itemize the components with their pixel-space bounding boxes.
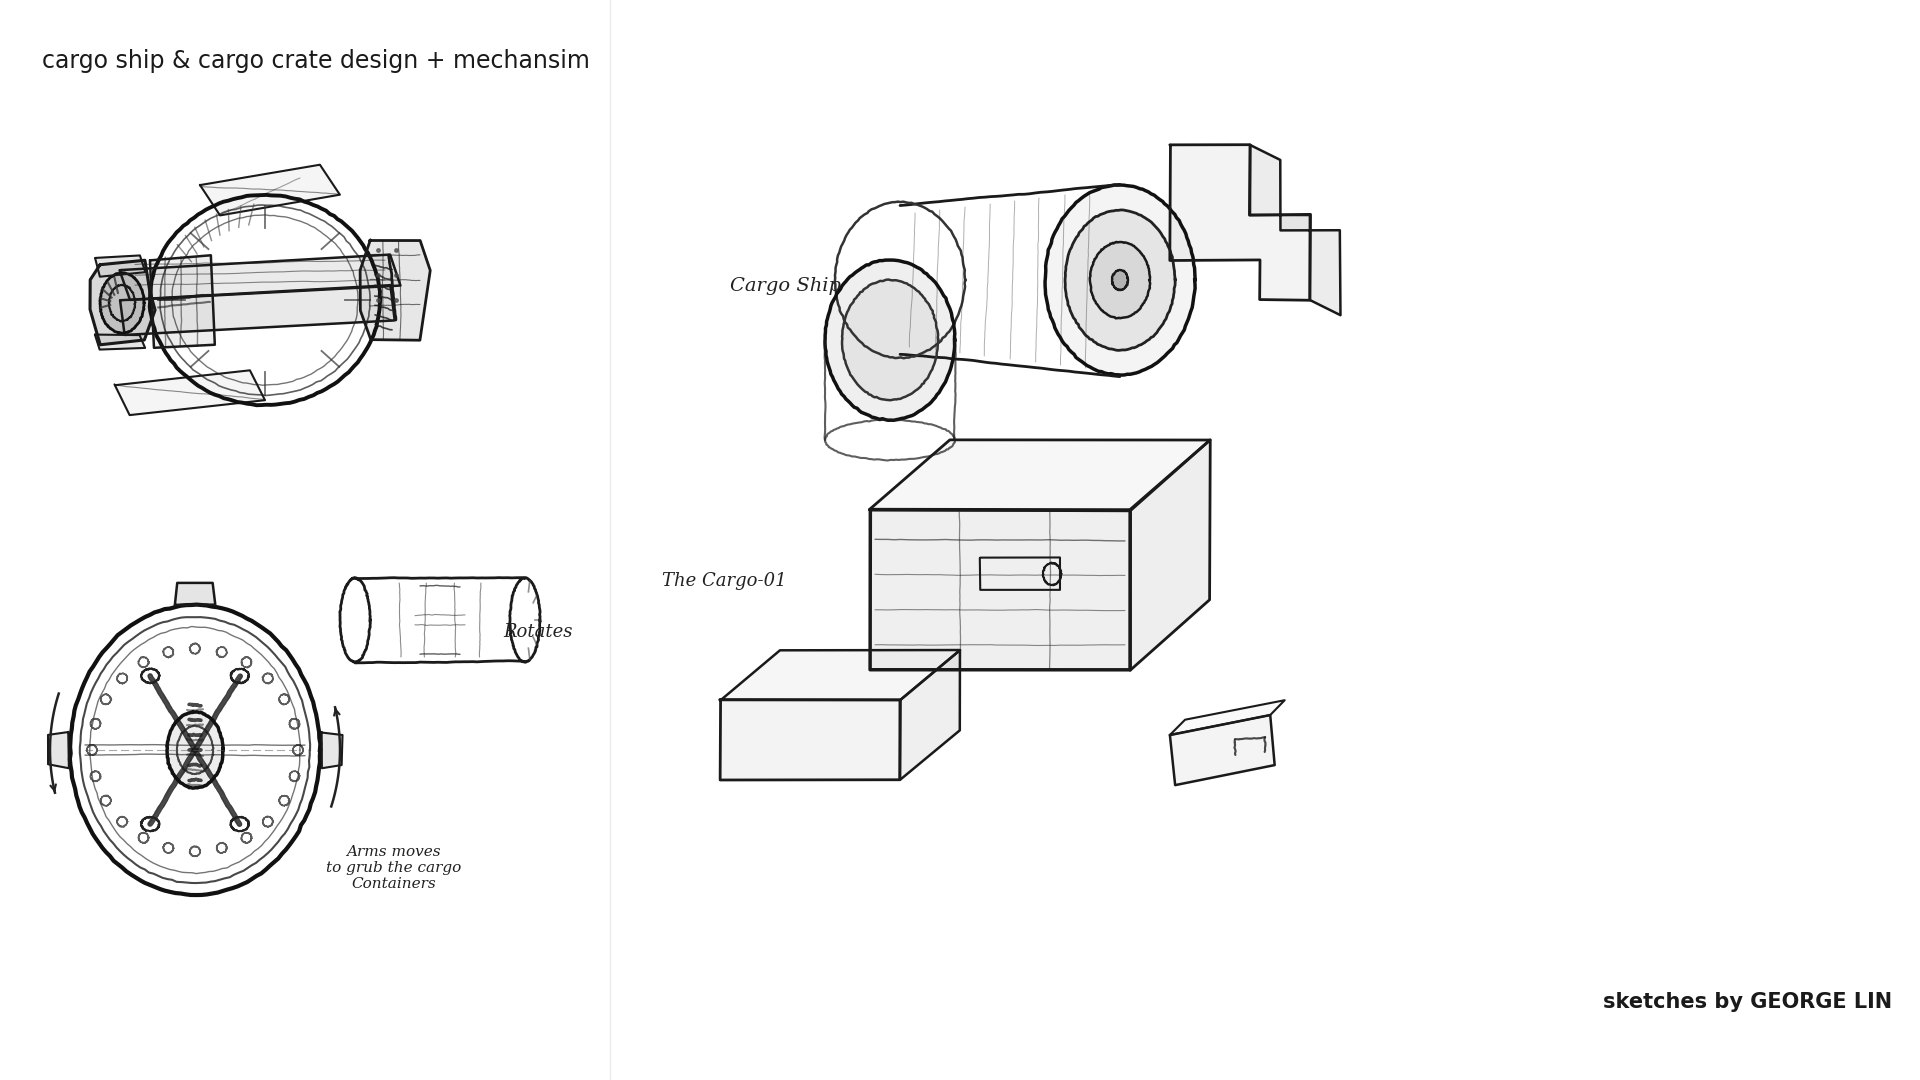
Polygon shape <box>1091 242 1150 319</box>
Polygon shape <box>1044 185 1194 375</box>
Polygon shape <box>1169 145 1311 300</box>
Polygon shape <box>200 165 340 215</box>
Polygon shape <box>843 280 939 401</box>
Polygon shape <box>121 255 401 300</box>
Polygon shape <box>175 583 215 605</box>
Text: Rotates: Rotates <box>503 623 572 640</box>
Polygon shape <box>826 260 954 420</box>
Polygon shape <box>1112 270 1129 291</box>
Polygon shape <box>1250 145 1340 315</box>
Text: cargo ship & cargo crate design + mechansim: cargo ship & cargo crate design + mechan… <box>42 49 589 72</box>
Polygon shape <box>96 256 146 276</box>
Polygon shape <box>115 370 265 415</box>
Polygon shape <box>100 272 144 334</box>
Polygon shape <box>323 732 342 768</box>
Polygon shape <box>94 335 146 350</box>
Polygon shape <box>90 260 156 345</box>
Text: Cargo Ship: Cargo Ship <box>730 278 841 295</box>
Polygon shape <box>150 255 215 348</box>
Text: sketches by GEORGE LIN: sketches by GEORGE LIN <box>1603 993 1893 1012</box>
Text: Arms moves
to grub the cargo
Containers: Arms moves to grub the cargo Containers <box>326 845 461 891</box>
Polygon shape <box>167 712 223 788</box>
Polygon shape <box>1169 715 1275 785</box>
Polygon shape <box>720 700 900 780</box>
Polygon shape <box>48 732 69 768</box>
Polygon shape <box>900 650 960 780</box>
Polygon shape <box>870 510 1131 670</box>
Polygon shape <box>720 650 960 701</box>
Text: The Cargo-01: The Cargo-01 <box>662 572 787 590</box>
Polygon shape <box>361 241 430 340</box>
Polygon shape <box>1066 210 1175 350</box>
Polygon shape <box>121 285 396 335</box>
Polygon shape <box>1169 700 1284 735</box>
Polygon shape <box>870 440 1210 511</box>
Polygon shape <box>1131 440 1210 671</box>
